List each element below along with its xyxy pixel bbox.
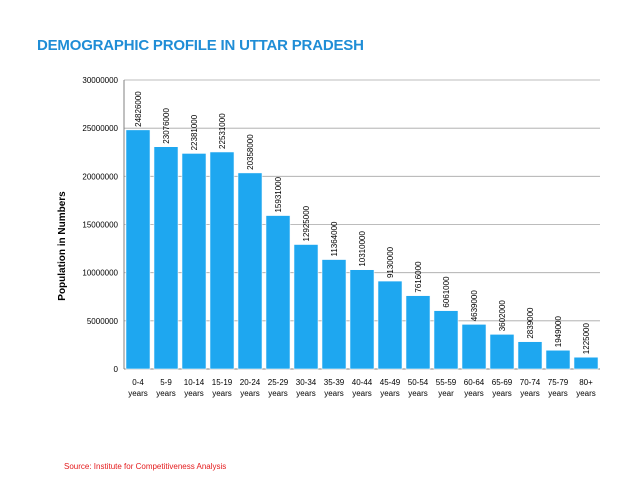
bar (461, 324, 487, 370)
data-labels: 24826000 23076000 22381000 22531000 20358000… (134, 91, 591, 355)
x-tick-label-unit: years (464, 389, 484, 398)
bar (377, 280, 403, 370)
x-tick-label-unit: years (492, 389, 512, 398)
x-tick-label: 40-44 (352, 378, 373, 387)
x-tick-label: 60-64 (464, 378, 485, 387)
data-label: 22531000 (218, 113, 227, 149)
x-tick-label: 80+ (579, 378, 593, 387)
data-label: 10310000 (358, 231, 367, 267)
bar (573, 356, 599, 370)
data-label: 4639000 (470, 290, 479, 322)
data-label: 3602000 (498, 300, 507, 332)
bar (433, 310, 459, 370)
x-tick-label-unit: years (296, 389, 316, 398)
bar (321, 259, 347, 370)
x-tick-label-unit: year (438, 389, 454, 398)
x-tick-label-unit: years (212, 389, 232, 398)
x-tick-label-unit: years (324, 389, 344, 398)
data-label: 15931000 (274, 176, 283, 212)
x-tick-labels: 0-4 years 5-9 years 10-14 years 15-19 years 20-2… (128, 378, 596, 398)
y-tick-label: 25000000 (82, 124, 118, 133)
y-tick-label: 20000000 (82, 172, 118, 181)
y-tick-label: 0 (114, 365, 119, 374)
x-tick-label: 15-19 (212, 378, 233, 387)
bar (489, 334, 515, 370)
x-tick-label: 35-39 (324, 378, 345, 387)
x-tick-label: 10-14 (184, 378, 205, 387)
bar (293, 244, 319, 370)
bar (209, 151, 235, 370)
page-title: DEMOGRAPHIC PROFILE IN UTTAR PRADESH (37, 37, 364, 54)
data-label: 11364000 (330, 221, 339, 257)
bar (125, 129, 151, 370)
x-tick-label: 25-29 (268, 378, 289, 387)
x-tick-label-unit: years (268, 389, 288, 398)
y-tick-label: 30000000 (82, 76, 118, 85)
y-tick-label: 10000000 (82, 269, 118, 278)
bar (265, 215, 291, 370)
data-label: 9130000 (386, 246, 395, 278)
y-tick-label: 15000000 (82, 221, 118, 230)
x-tick-label: 0-4 (132, 378, 144, 387)
x-tick-label: 65-69 (492, 378, 513, 387)
data-label: 1949000 (554, 316, 563, 348)
x-tick-label: 20-24 (240, 378, 261, 387)
x-tick-label-unit: years (352, 389, 372, 398)
data-label: 2839000 (526, 307, 535, 339)
x-tick-label: 50-54 (408, 378, 429, 387)
bar (237, 172, 263, 370)
bar (153, 146, 179, 370)
y-tick-label: 5000000 (87, 317, 119, 326)
data-label: 6061000 (442, 276, 451, 308)
bar (181, 153, 207, 370)
data-label: 7616000 (414, 261, 423, 293)
bars (125, 129, 599, 370)
y-axis-label: Population in Numbers (57, 191, 68, 301)
x-tick-label-unit: years (548, 389, 568, 398)
x-tick-label-unit: years (156, 389, 176, 398)
data-label: 1225000 (582, 323, 591, 355)
x-tick-label-unit: years (380, 389, 400, 398)
x-tick-label-unit: years (520, 389, 540, 398)
y-tick-labels: 0 5000000 10000000 15000000 20000000 25000000… (82, 76, 118, 374)
x-tick-label: 55-59 (436, 378, 457, 387)
data-label: 20358000 (246, 134, 255, 170)
data-label: 22381000 (190, 114, 199, 150)
x-tick-label-unit: years (408, 389, 428, 398)
x-tick-label: 30-34 (296, 378, 317, 387)
bar (545, 349, 571, 370)
x-tick-label-unit: years (240, 389, 260, 398)
x-tick-label-unit: years (576, 389, 596, 398)
x-tick-label: 45-49 (380, 378, 401, 387)
bar (405, 295, 431, 370)
x-tick-label: 75-79 (548, 378, 569, 387)
source-note: Source: Institute for Competitiveness An… (64, 462, 227, 471)
bar (349, 269, 375, 370)
x-tick-label-unit: years (184, 389, 204, 398)
data-label: 24826000 (134, 91, 143, 127)
x-tick-label: 70-74 (520, 378, 541, 387)
data-label: 23076000 (162, 108, 171, 144)
bar (517, 341, 543, 370)
x-tick-label-unit: years (128, 389, 148, 398)
data-label: 12925000 (302, 205, 311, 241)
x-tick-label: 5-9 (160, 378, 172, 387)
